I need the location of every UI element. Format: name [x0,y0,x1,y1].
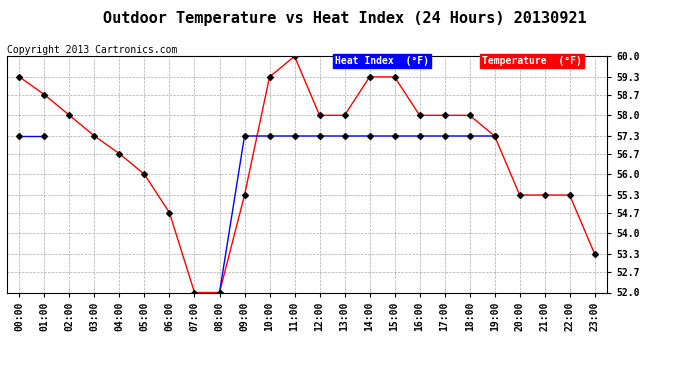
Text: Outdoor Temperature vs Heat Index (24 Hours) 20130921: Outdoor Temperature vs Heat Index (24 Ho… [104,11,586,26]
Text: Temperature  (°F): Temperature (°F) [482,56,582,66]
Text: Copyright 2013 Cartronics.com: Copyright 2013 Cartronics.com [7,45,177,55]
Text: Heat Index  (°F): Heat Index (°F) [335,56,429,66]
